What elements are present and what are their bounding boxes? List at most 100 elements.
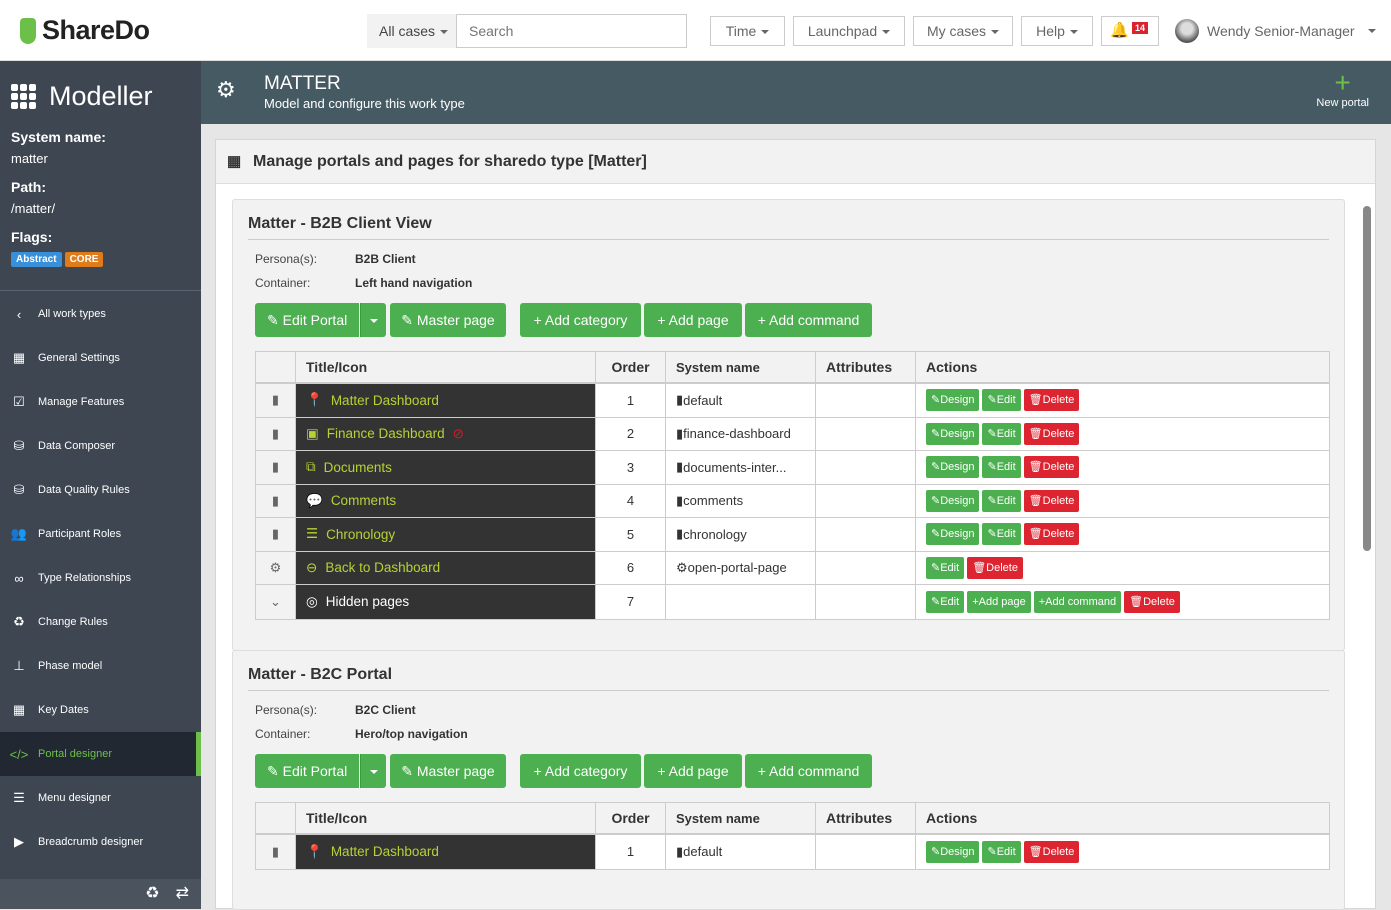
edit-portal-dropdown[interactable] xyxy=(360,303,386,337)
design-button[interactable]: ✎Design xyxy=(926,456,980,479)
system-name-label: System name: xyxy=(11,129,106,145)
design-button[interactable]: ✎Design xyxy=(926,840,980,863)
sidebar-item-manage-features[interactable]: ☑ Manage Features xyxy=(0,380,201,424)
time-menu[interactable]: Time xyxy=(710,16,785,46)
button-label: Design xyxy=(940,528,975,541)
sidebar-item-change-rules[interactable]: ♻ Change Rules xyxy=(0,600,201,644)
delete-button[interactable]: 🗑Delete xyxy=(967,556,1023,579)
design-button[interactable]: ✎Design xyxy=(926,422,980,445)
edit-portal-dropdown[interactable] xyxy=(360,754,386,788)
page-icon: ▮ xyxy=(676,492,684,508)
nav-icon: ☑ xyxy=(13,394,25,409)
sidebar-item-participant-roles[interactable]: 👥 Participant Roles xyxy=(0,512,201,556)
add-page-button[interactable]: + Add page xyxy=(644,303,742,337)
master-page-button[interactable]: ✎ Master page xyxy=(390,303,506,337)
flag-badge: Abstract xyxy=(11,252,62,267)
add-command-button[interactable]: + Add command xyxy=(745,754,872,788)
sidebar-item-menu-designer[interactable]: ☰ Menu designer xyxy=(0,776,201,820)
path-label: Path: xyxy=(11,179,46,195)
edit-portal-button[interactable]: ✎ Edit Portal xyxy=(255,754,359,788)
sidebar-item-label: Manage Features xyxy=(38,396,125,408)
swap-icon[interactable]: ⇄ xyxy=(175,885,189,902)
add-category-button[interactable]: + Add category xyxy=(520,303,641,337)
user-menu[interactable]: Wendy Senior-Manager xyxy=(1175,19,1376,43)
page-type-icon: ▮ xyxy=(256,384,296,417)
new-portal-button[interactable]: + New portal xyxy=(1316,69,1369,110)
sidebar-item-key-dates[interactable]: ▦ Key Dates xyxy=(0,688,201,732)
edit-button[interactable]: ✎Edit xyxy=(982,422,1021,445)
sidebar-item-portal-designer[interactable]: </> Portal designer xyxy=(0,732,201,776)
sidebar-item-data-composer[interactable]: ⛁ Data Composer xyxy=(0,424,201,468)
category-type-icon[interactable]: ⌄ xyxy=(256,585,296,619)
table-icon: ▦ xyxy=(227,153,242,170)
logo-text: ShareDo xyxy=(42,15,150,45)
table-row: ⌄ ◎ Hidden pages 7 ✎Edit +Add page +Add com… xyxy=(256,585,1329,619)
scope-dropdown[interactable]: All cases xyxy=(367,14,461,48)
column-header: Attributes xyxy=(816,352,916,382)
plus-icon: + xyxy=(533,312,542,328)
sidebar-item-breadcrumb-designer[interactable]: ▶ Breadcrumb designer xyxy=(0,820,201,864)
add-command-button[interactable]: + Add command xyxy=(745,303,872,337)
edit-portal-button[interactable]: ✎ Edit Portal xyxy=(255,303,359,337)
my-cases-menu[interactable]: My cases xyxy=(913,16,1013,46)
scrollbar-thumb[interactable] xyxy=(1363,206,1371,551)
search-input[interactable] xyxy=(456,14,687,48)
delete-button[interactable]: 🗑Delete xyxy=(1124,590,1180,613)
edit-button[interactable]: ✎Edit xyxy=(982,840,1021,863)
sidebar-item-general-settings[interactable]: ▦ General Settings xyxy=(0,336,201,380)
launchpad-menu[interactable]: Launchpad xyxy=(793,16,905,46)
sidebar-item-all-work-types[interactable]: ‹ All work types xyxy=(0,292,201,336)
page-title-text: Matter Dashboard xyxy=(330,392,439,408)
avatar xyxy=(1175,19,1199,43)
edit-button[interactable]: ✎Edit xyxy=(982,389,1021,412)
master-page-button[interactable]: ✎ Master page xyxy=(390,754,506,788)
actions-cell: ✎Design ✎Edit 🗑Delete xyxy=(916,835,1329,869)
design-button[interactable]: ✎Design xyxy=(926,489,980,512)
delete-button[interactable]: 🗑Delete xyxy=(1023,523,1080,546)
trash-icon: 🗑 xyxy=(1028,427,1043,440)
delete-button[interactable]: 🗑Delete xyxy=(1023,840,1080,863)
page-title-text: Comments xyxy=(330,493,397,509)
edit-button[interactable]: ✎Edit xyxy=(926,590,965,613)
order-cell: 2 xyxy=(596,417,666,450)
help-menu[interactable]: Help xyxy=(1021,16,1093,46)
sidebar-item-label: Participant Roles xyxy=(38,528,122,540)
delete-button[interactable]: 🗑Delete xyxy=(1023,489,1080,512)
edit-button[interactable]: ✎Edit xyxy=(982,489,1021,512)
edit-button[interactable]: ✎Edit xyxy=(982,523,1021,546)
delete-button[interactable]: 🗑Delete xyxy=(1023,422,1080,445)
notifications-button[interactable]: 🔔 14 xyxy=(1101,16,1159,46)
design-button[interactable]: ✎Design xyxy=(926,389,980,412)
table-header: Title/Icon Order System name Attributes Acti… xyxy=(256,803,1329,835)
title-cell: 📍 Matter Dashboard xyxy=(296,384,596,417)
add_page-button[interactable]: +Add page xyxy=(967,590,1031,613)
system-name-text: finance-dashboard xyxy=(683,426,791,442)
pencil-icon: ✎ xyxy=(987,528,997,541)
add_command-button[interactable]: +Add command xyxy=(1033,590,1122,613)
system-name-text: chronology xyxy=(683,526,747,542)
plus-icon: + xyxy=(657,763,666,779)
trash-icon: 🗑 xyxy=(1028,528,1043,541)
sidebar-item-type-relationships[interactable]: ∞ Type Relationships xyxy=(0,556,201,600)
edit-button[interactable]: ✎Edit xyxy=(982,456,1021,479)
column-header: Actions xyxy=(926,810,978,826)
persona-value: B2B Client xyxy=(355,252,416,266)
page-title-text: Matter Dashboard xyxy=(330,844,439,860)
recycle-icon[interactable]: ♻ xyxy=(145,885,160,902)
sidebar-item-label: Menu designer xyxy=(38,792,111,804)
scrollbar[interactable] xyxy=(1363,190,1371,908)
add-category-button[interactable]: + Add category xyxy=(520,754,641,788)
delete-button[interactable]: 🗑Delete xyxy=(1023,389,1080,412)
system-name-text: comments xyxy=(683,493,744,509)
delete-button[interactable]: 🗑Delete xyxy=(1023,456,1080,479)
trash-icon: 🗑 xyxy=(1028,494,1043,507)
edit-button[interactable]: ✎Edit xyxy=(926,556,965,579)
design-button[interactable]: ✎Design xyxy=(926,523,980,546)
new-portal-label: New portal xyxy=(1316,97,1369,109)
add-page-button[interactable]: + Add page xyxy=(644,754,742,788)
page-icon: 💬 xyxy=(306,492,323,508)
order-cell: 6 xyxy=(596,551,666,584)
sidebar-item-data-quality-rules[interactable]: ⛁ Data Quality Rules xyxy=(0,468,201,512)
sharedo-logo[interactable]: ShareDo xyxy=(20,15,150,46)
sidebar-item-phase-model[interactable]: ⊥ Phase model xyxy=(0,644,201,688)
